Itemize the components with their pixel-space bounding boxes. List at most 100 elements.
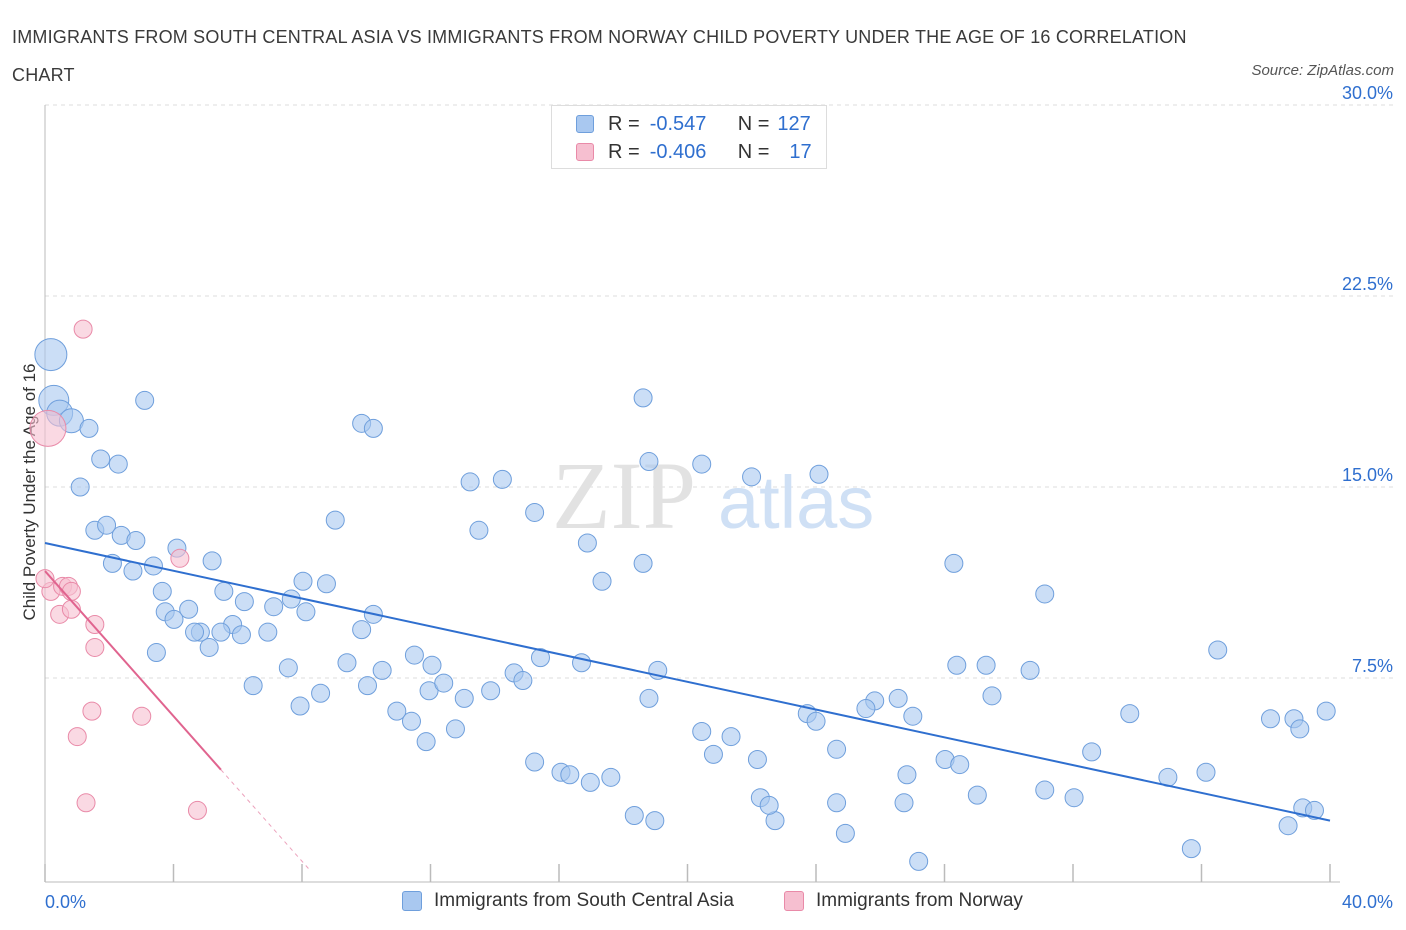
data-point <box>469 520 489 540</box>
data-point <box>888 688 908 708</box>
legend-n-label: N = <box>737 112 770 135</box>
legend-row-pink: R = -0.406 N = 17 <box>576 140 812 164</box>
data-point <box>296 602 316 622</box>
data-point <box>214 581 234 601</box>
data-point <box>481 681 501 701</box>
data-point <box>352 620 372 640</box>
data-point <box>211 622 231 642</box>
data-point <box>1196 762 1216 782</box>
trend-line-pink <box>44 570 222 771</box>
data-point <box>1316 701 1336 721</box>
data-point <box>835 823 855 843</box>
data-point <box>126 530 146 550</box>
legend-n-label: N = <box>737 140 770 163</box>
data-point <box>809 464 829 484</box>
data-point <box>61 581 81 601</box>
data-point <box>372 660 392 680</box>
data-point <box>1208 640 1228 660</box>
data-point <box>513 671 533 691</box>
data-point <box>185 622 205 642</box>
data-point <box>460 472 480 492</box>
data-point <box>572 653 592 673</box>
trend-lines <box>44 542 1331 870</box>
data-point <box>492 469 512 489</box>
legend-swatch-blue <box>402 891 422 911</box>
data-point <box>967 785 987 805</box>
data-point <box>1304 800 1324 820</box>
legend-label: Immigrants from South Central Asia <box>434 890 734 911</box>
data-point <box>363 418 383 438</box>
data-point <box>982 686 1002 706</box>
data-point <box>29 409 67 447</box>
data-point <box>311 683 331 703</box>
legend-swatch-blue <box>576 115 594 133</box>
data-point <box>1120 704 1140 724</box>
data-point <box>97 515 117 535</box>
data-point <box>909 851 929 871</box>
data-point <box>85 637 105 657</box>
data-point <box>85 615 105 635</box>
data-point <box>976 655 996 675</box>
stats-legend: R = -0.547 N = 127 R = -0.406 N = 17 <box>551 105 827 169</box>
legend-n-value: 127 <box>777 112 811 135</box>
data-point <box>580 772 600 792</box>
data-point <box>135 390 155 410</box>
data-point <box>123 561 143 581</box>
data-point <box>70 477 90 497</box>
legend-row-blue: R = -0.547 N = 127 <box>576 112 811 136</box>
data-point <box>445 719 465 739</box>
data-point <box>1181 839 1201 859</box>
data-point <box>1064 788 1084 808</box>
legend-r-label: R = <box>608 140 640 163</box>
data-point <box>401 711 421 731</box>
watermark-zip: ZIP <box>552 442 696 549</box>
data-point <box>703 744 723 764</box>
data-point <box>73 319 93 339</box>
data-point <box>316 574 336 594</box>
data-point <box>416 732 436 752</box>
data-point <box>202 551 222 571</box>
y-tick-label: 30.0% <box>1342 83 1393 103</box>
data-point <box>633 553 653 573</box>
data-point <box>164 609 184 629</box>
data-point <box>387 701 407 721</box>
data-point <box>132 706 152 726</box>
legend-swatch-pink <box>784 891 804 911</box>
data-point <box>1261 709 1280 729</box>
data-point <box>281 589 301 609</box>
watermark-atlas: atlas <box>718 461 874 544</box>
data-point <box>199 637 219 657</box>
trend-line-pink-extension <box>220 769 310 870</box>
data-point <box>187 800 207 820</box>
legend-n-value: 17 <box>789 140 812 163</box>
data-point <box>278 658 298 678</box>
data-point <box>67 727 87 747</box>
data-point <box>645 811 665 831</box>
trend-line-blue <box>44 542 1331 822</box>
data-point <box>231 625 251 645</box>
grid-lines <box>45 104 1395 679</box>
legend-label: Immigrants from Norway <box>816 890 1023 911</box>
data-point <box>290 696 310 716</box>
data-point <box>944 553 964 573</box>
data-point <box>258 622 278 642</box>
tick-labels: 7.5% 15.0% 22.5% 30.0% 0.0% 40.0% <box>45 83 1393 912</box>
data-point <box>293 571 313 591</box>
data-point <box>747 749 767 769</box>
data-point <box>827 739 847 759</box>
data-point <box>633 388 653 408</box>
data-point <box>530 648 550 668</box>
data-point <box>721 727 741 747</box>
data-point <box>1278 816 1298 836</box>
legend-r-value: -0.547 <box>649 112 707 135</box>
data-point <box>108 454 128 474</box>
data-point <box>91 449 111 469</box>
data-point <box>234 592 254 612</box>
data-point <box>560 765 580 785</box>
data-point <box>1290 719 1310 739</box>
data-point <box>950 755 970 775</box>
data-point <box>897 765 917 785</box>
source-credit: Source: ZipAtlas.com <box>1251 62 1394 79</box>
data-point <box>358 676 377 696</box>
